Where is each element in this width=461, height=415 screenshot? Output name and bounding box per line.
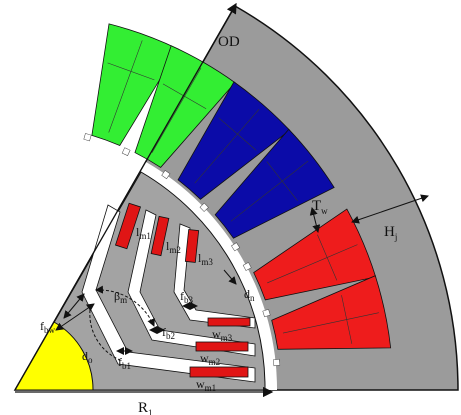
svg-text:wm1: wm1 [196, 377, 216, 393]
svg-text:fb1: fb1 [118, 355, 131, 371]
magnet-bar-wm1 [189, 366, 249, 378]
coil-divider [107, 62, 155, 81]
label-hj: Hj [384, 224, 397, 242]
magnet-bar-wm3 [207, 317, 251, 327]
label-tw: Tw [312, 198, 328, 216]
svg-text:lm3: lm3 [198, 251, 213, 267]
coil-divider [194, 109, 260, 184]
magnet-bar-lm2 [150, 215, 170, 257]
coil-divider [341, 295, 353, 344]
dn-dimension-arrow [223, 269, 237, 285]
coil-divider [317, 234, 338, 281]
coil-divider [266, 161, 298, 202]
coil-divider [230, 160, 309, 222]
label-wm2: wm2 [200, 351, 220, 367]
slot-opening [161, 170, 171, 180]
label-lm2: lm2 [166, 239, 181, 255]
slot-opening [272, 358, 281, 367]
slot-openings [83, 133, 281, 367]
magnet-bar-wm2 [195, 341, 249, 352]
coil-divider [108, 40, 143, 133]
coil-divider [218, 117, 257, 151]
coil-divider [162, 83, 207, 110]
svg-text:lm2: lm2 [166, 239, 181, 255]
svg-text:fb3: fb3 [180, 289, 194, 305]
slot-opening [242, 262, 252, 271]
svg-text:lm1: lm1 [136, 225, 151, 241]
svg-text:fbw: fbw [40, 319, 56, 335]
slot-opening [83, 133, 92, 142]
rotor-barriers [81, 202, 256, 383]
svg-text:wm2: wm2 [200, 351, 220, 367]
coil-divider [151, 67, 202, 153]
label-fb1: fb1 [118, 355, 131, 371]
slot-opening [121, 147, 131, 156]
label-fbw: fbw [40, 319, 56, 335]
bm-angle-arc-2 [89, 309, 121, 361]
label-wm3: wm3 [212, 327, 233, 343]
svg-text:wm3: wm3 [212, 327, 233, 343]
label-bm: βm [114, 289, 127, 305]
label-fb2: fb2 [162, 325, 175, 341]
slot-opening [199, 202, 209, 212]
svg-text:βm: βm [114, 289, 127, 305]
coil-divider [267, 244, 358, 284]
fbw-dimension-arrow [63, 293, 85, 319]
svg-text:Tw: Tw [312, 198, 328, 216]
magnet-bar-lm1 [114, 202, 142, 250]
svg-text:do: do [82, 349, 93, 365]
svg-text:fb2: fb2 [162, 325, 175, 341]
slot-opening [231, 242, 241, 252]
tw-dimension-arrow [309, 207, 321, 233]
stator-slot [214, 128, 335, 239]
label-wm1: wm1 [196, 377, 216, 393]
label-lm1: lm1 [136, 225, 151, 241]
hj-dimension-arrow [351, 194, 429, 224]
coil-divider [282, 312, 379, 334]
svg-text:R1: R1 [138, 400, 153, 415]
label-d0: do [82, 349, 93, 365]
label-fb3: fb3 [180, 289, 194, 305]
slot-opening [262, 309, 271, 318]
bm-angle-arc [95, 285, 155, 327]
label-r1: R1 [138, 400, 153, 415]
label-od: OD [218, 34, 240, 50]
radial-axis-arrow [14, 2, 237, 391]
svg-text:Hj: Hj [384, 224, 397, 242]
stator-slot [271, 275, 392, 350]
svg-text:dn: dn [244, 287, 255, 303]
magnet-bar-lm3 [184, 229, 200, 263]
label-lm3: lm3 [198, 251, 213, 267]
label-dn: dn [244, 287, 255, 303]
